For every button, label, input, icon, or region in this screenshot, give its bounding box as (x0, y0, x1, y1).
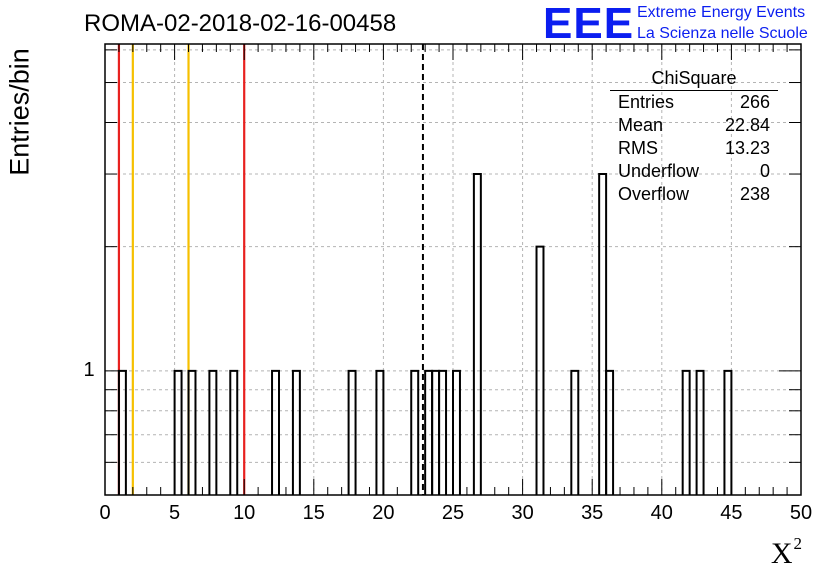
stats-row-entries: Entries 266 (610, 91, 778, 114)
histogram-bin (681, 369, 691, 495)
stats-box: ChiSquare Entries 266 Mean 22.84 RMS 13.… (610, 66, 778, 206)
stats-value: 0 (759, 161, 770, 181)
stats-value: 266 (739, 92, 770, 112)
stats-row-mean: Mean 22.84 (610, 114, 778, 137)
stats-row-rms: RMS 13.23 (610, 137, 778, 160)
x-tick-label: 0 (99, 502, 111, 524)
histogram-bin (208, 369, 218, 495)
histogram-bin (472, 173, 482, 495)
histogram-bin (438, 369, 448, 495)
histogram-bin (605, 369, 615, 495)
eee-logo-mark: EEE (543, 0, 635, 48)
stats-label: Underflow (618, 161, 700, 181)
eee-logo: EEE Extreme Energy Events La Scienza nel… (543, 0, 835, 48)
stats-row-underflow: Underflow 0 (610, 160, 778, 183)
eee-logo-line2: La Scienza nelle Scuole (637, 25, 808, 42)
y-tick-label: 1 (83, 358, 95, 381)
stats-value: 238 (739, 184, 770, 204)
stats-box-name: ChiSquare (610, 66, 778, 91)
histogram-bin (695, 369, 705, 495)
histogram-bin (347, 369, 357, 495)
eee-logo-line1: Extreme Energy Events (637, 4, 806, 21)
chart-title: ROMA-02-2018-02-16-00458 (84, 10, 397, 37)
histogram-bin (291, 369, 301, 495)
x-tick-label: 10 (233, 502, 256, 524)
x-tick-label: 5 (169, 502, 181, 524)
histogram-bin (535, 245, 545, 495)
stats-label: Mean (618, 115, 664, 135)
histogram-bins (117, 173, 733, 495)
x-axis-label-base: X (770, 537, 793, 570)
plot-frame (104, 43, 802, 496)
x-tick-label: 50 (789, 502, 813, 524)
x-tick-label: 35 (581, 502, 604, 524)
histogram-bin (570, 369, 580, 495)
x-tick-label: 40 (650, 502, 673, 524)
x-axis-label: X2 (771, 534, 802, 571)
stats-row-overflow: Overflow 238 (610, 183, 778, 206)
histogram-bin (452, 369, 461, 495)
x-tick-label: 25 (441, 502, 465, 524)
histogram-bin (598, 173, 608, 495)
reference-markers (117, 44, 424, 495)
histogram-bin (723, 369, 733, 495)
histogram-bin (271, 369, 280, 495)
histogram-bin (173, 369, 183, 495)
histogram-bin (229, 369, 239, 495)
x-tick-label: 15 (302, 502, 325, 524)
histogram-bin (187, 369, 197, 495)
histogram-bin (375, 369, 385, 495)
stats-value: 22.84 (724, 115, 770, 135)
x-tick-label: 45 (720, 502, 743, 524)
x-tick-label: 20 (372, 502, 395, 524)
histogram-bin (410, 369, 420, 495)
stats-label: Entries (618, 92, 675, 112)
stats-label: RMS (618, 138, 658, 158)
x-axis-label-superscript: 2 (793, 534, 803, 553)
x-tick-label: 30 (511, 502, 534, 524)
stats-label: Overflow (618, 184, 690, 204)
y-axis-label: Entries/bin (4, 48, 35, 176)
axis-ticks (104, 44, 802, 495)
stats-value: 13.23 (724, 138, 770, 158)
